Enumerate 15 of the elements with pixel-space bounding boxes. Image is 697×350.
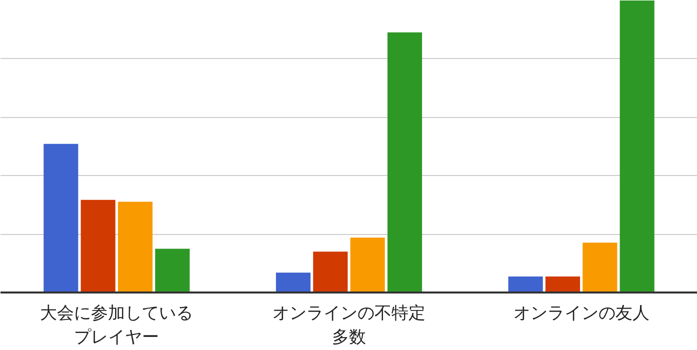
x-tick-label: オンラインの友人 — [513, 304, 650, 324]
bar — [44, 144, 78, 292]
bar — [582, 242, 618, 292]
bar — [350, 238, 385, 292]
bar — [118, 202, 153, 292]
bar — [155, 248, 190, 292]
bar — [545, 276, 580, 292]
bar — [313, 252, 348, 292]
bar — [387, 32, 422, 292]
bar — [80, 200, 116, 292]
x-tick-label: オンラインの不特定多数 — [272, 304, 426, 348]
bar — [508, 276, 543, 292]
bar — [620, 0, 654, 292]
bar — [276, 272, 311, 292]
x-tick-label: 大会に参加しているプレイヤー — [40, 304, 194, 348]
